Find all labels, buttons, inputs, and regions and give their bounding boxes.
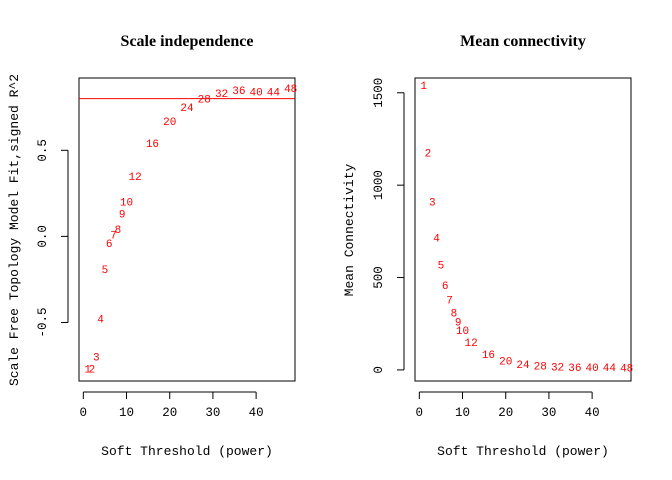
scale-independence-point-label: 12	[129, 172, 142, 184]
scale-independence-y-tick-label: 0.5	[36, 139, 50, 162]
mean-connectivity-plot-frame	[414, 77, 632, 382]
mean-connectivity-point-label: 24	[516, 360, 530, 372]
scale-independence-point-label: 2	[89, 365, 96, 377]
scale-independence-x-tick-label: 20	[162, 406, 177, 420]
mean-connectivity-x-tick-label: 10	[455, 406, 470, 420]
mean-connectivity-point-label: 44	[603, 363, 617, 375]
mean-connectivity-x-tick-label: 20	[498, 406, 513, 420]
mean-connectivity-point-label: 4	[433, 234, 440, 246]
scale-independence-x-tick-label: 40	[249, 406, 264, 420]
scale-independence-point-label: 16	[146, 139, 159, 151]
mean-connectivity-point-label: 40	[586, 363, 599, 375]
scale-independence-y-tick-label: 0.0	[36, 225, 50, 248]
scale-independence-point-label: 32	[215, 89, 228, 101]
mean-connectivity-point-label: 20	[499, 357, 512, 369]
mean-connectivity-x-tick-label: 0	[416, 406, 424, 420]
scale-independence-point-label: 1	[84, 365, 91, 377]
scale-independence-y-axis-label: Scale Free Topology Model Fit,signed R^2	[7, 74, 22, 386]
mean-connectivity-point-label: 10	[456, 326, 469, 338]
mean-connectivity-y-tick-label: 0	[372, 366, 386, 374]
mean-connectivity-point-label: 48	[620, 363, 633, 375]
mean-connectivity-y-axis-label: Mean Connectivity	[342, 163, 357, 296]
mean-connectivity-point-label: 16	[482, 350, 495, 362]
scale-independence-x-tick-label: 30	[205, 406, 220, 420]
scale-independence-x-tick-label: 10	[119, 406, 134, 420]
scale-independence-point-label: 40	[250, 87, 263, 99]
scale-independence-point-label: 3	[93, 353, 100, 365]
mean-connectivity-panel: Mean connectivity Soft Threshold (power)…	[342, 33, 633, 459]
mean-connectivity-point-label: 8	[451, 308, 458, 320]
mean-connectivity-point-label: 6	[442, 281, 449, 293]
mean-connectivity-point-label: 32	[551, 362, 564, 374]
scale-independence-title: Scale independence	[121, 33, 254, 50]
mean-connectivity-title: Mean connectivity	[460, 33, 586, 50]
mean-connectivity-point-label: 12	[465, 338, 478, 350]
scale-independence-panel: Scale independence Soft Threshold (power…	[7, 33, 297, 459]
mean-connectivity-point-label: 1	[420, 81, 427, 93]
scale-independence-x-tick-label: 0	[80, 406, 88, 420]
scale-independence-point-label: 9	[119, 210, 126, 222]
mean-connectivity-x-axis-label: Soft Threshold (power)	[437, 444, 609, 459]
mean-connectivity-point-label: 36	[568, 363, 581, 375]
scale-independence-point-label: 48	[284, 84, 297, 96]
mean-connectivity-ticks: 0 10 20 30 40 0 500 1000 1500	[372, 78, 600, 420]
mean-connectivity-point-label: 2	[425, 149, 432, 161]
scale-independence-point-label: 4	[97, 315, 104, 327]
scale-independence-y-tick-label: -0.5	[36, 307, 50, 337]
scale-independence-point-label: 44	[267, 87, 281, 99]
scale-independence-ticks: 0 10 20 30 40 -0.5 0.0 0.5	[36, 139, 264, 420]
mean-connectivity-point-label: 28	[534, 362, 547, 374]
scale-independence-point-label: 7	[110, 230, 117, 242]
mean-connectivity-x-tick-label: 30	[541, 406, 556, 420]
scale-independence-point-label: 36	[232, 86, 245, 98]
mean-connectivity-y-tick-label: 1500	[372, 78, 386, 108]
mean-connectivity-point-label: 5	[438, 260, 445, 272]
scale-independence-point-label: 28	[198, 94, 211, 106]
scale-independence-x-axis-label: Soft Threshold (power)	[101, 444, 273, 459]
scale-independence-plot-frame	[78, 77, 296, 382]
scale-independence-point-label: 8	[115, 225, 122, 237]
scale-independence-point-label: 5	[102, 265, 109, 277]
mean-connectivity-x-tick-label: 40	[585, 406, 600, 420]
scale-independence-point-label: 24	[180, 103, 194, 115]
scale-independence-point-label: 20	[163, 117, 176, 129]
mean-connectivity-point-label: 7	[446, 296, 453, 308]
mean-connectivity-y-tick-label: 1000	[372, 170, 386, 200]
mean-connectivity-point-label: 3	[429, 198, 436, 210]
scale-independence-point-label: 10	[120, 198, 133, 210]
mean-connectivity-y-tick-label: 500	[372, 266, 386, 289]
scale-independence-point-label: 6	[106, 239, 113, 251]
mean-connectivity-point-label: 9	[455, 318, 462, 330]
